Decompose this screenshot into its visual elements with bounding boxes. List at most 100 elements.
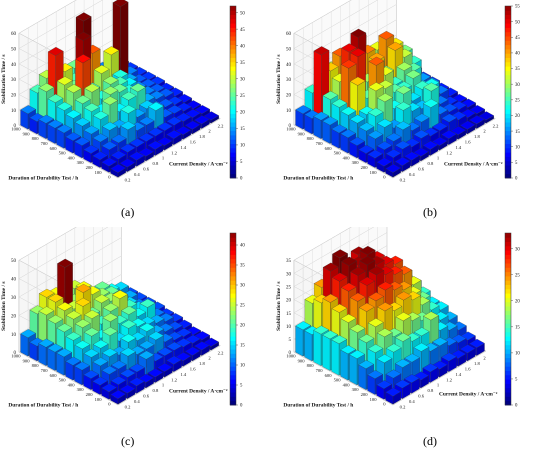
bar-top [359, 276, 375, 286]
bar-top [184, 346, 201, 356]
colorbar-segment [505, 10, 511, 15]
x-tick-label: 1 [162, 156, 165, 161]
colorbar-segment [505, 293, 511, 298]
colorbar-segment [505, 6, 511, 11]
bar-face-left [331, 339, 340, 376]
bar-top [394, 156, 411, 166]
bar-top [94, 281, 111, 291]
bar-top [349, 324, 366, 333]
bar-top [395, 332, 411, 342]
colorbar-segment [505, 126, 511, 132]
y-tick-label: 700 [41, 368, 49, 373]
colorbar-segment [230, 130, 236, 136]
colorbar-segment [505, 276, 511, 281]
bar-top [359, 256, 376, 266]
bar-top [83, 370, 100, 379]
bar-top [92, 357, 109, 367]
colorbar-segment [230, 323, 236, 328]
colorbar-segment [505, 344, 511, 350]
colorbar-tick-label: 50 [515, 20, 520, 25]
bar-top [331, 98, 348, 108]
colorbar-segment [230, 396, 236, 402]
bar-top [93, 294, 110, 304]
bar-top [358, 144, 375, 154]
colorbar-tick-label: 20 [240, 111, 245, 116]
bar-top [423, 311, 439, 321]
bar-top [395, 121, 411, 131]
bar-top [322, 293, 339, 303]
y-tick-label: 700 [41, 141, 49, 146]
colorbar-segment [505, 370, 511, 376]
x-tick-label: 2.2 [218, 350, 224, 355]
y-tick-label: 200 [86, 392, 94, 397]
bar-top [83, 144, 100, 154]
bar-top [459, 120, 476, 130]
colorbar-tick-label: 15 [240, 344, 245, 349]
bar-top [432, 337, 448, 347]
z-tick-label: 0 [289, 351, 292, 356]
colorbar-segment [230, 379, 236, 384]
bar-top [120, 333, 137, 343]
bars [20, 258, 220, 405]
bar-top [83, 102, 100, 112]
colorbar-segment [505, 374, 511, 380]
colorbar-segment [505, 36, 511, 41]
bar-top [340, 345, 357, 355]
colorbar-segment [505, 40, 511, 46]
y-tick-label: 700 [316, 141, 324, 146]
bar-top [56, 76, 73, 86]
colorbar-tick-label: 35 [515, 67, 520, 72]
bar-3d [92, 376, 109, 395]
colorbar: 0 5 10 15 20 25 30 35 40 [229, 232, 245, 409]
colorbar-segment [230, 6, 236, 11]
bar-top [368, 56, 385, 66]
z-tick-label: 20 [286, 299, 292, 304]
colorbar-segment [230, 340, 236, 346]
colorbar-tick-label: 30 [240, 77, 245, 82]
y-tick-label: 900 [298, 358, 306, 363]
bar-top [74, 95, 91, 105]
colorbar-tick-label: 20 [515, 114, 520, 119]
bar-top [404, 353, 420, 363]
colorbar-segment [505, 87, 511, 93]
bar-top [47, 314, 64, 324]
colorbar-segment [230, 241, 236, 247]
bars [295, 245, 485, 405]
plot-area [18, 0, 221, 179]
bar-top [138, 340, 155, 350]
bar-top [129, 138, 145, 148]
bar-top [65, 310, 82, 320]
x-tick-label: 1.8 [199, 361, 205, 366]
colorbar-segment [230, 353, 236, 359]
bar-top [138, 132, 155, 142]
bar-top [128, 377, 145, 387]
colorbar-tick-label: 40 [240, 44, 245, 49]
colorbar-segment [505, 27, 511, 33]
colorbar-segment [505, 327, 511, 333]
colorbar-tick-label: 0 [515, 404, 518, 409]
colorbar: 0 5 10 15 20 25 30 [504, 232, 520, 409]
colorbar-frame [504, 5, 512, 179]
z-tick-label: 50 [286, 48, 292, 53]
chart-panel-c: 0 10 20 30 40 50 Stabilization Time / s 0 100 200… [0, 227, 275, 453]
y-tick-label: 300 [352, 387, 360, 392]
y-tick-label: 900 [23, 131, 31, 136]
x-tick-label: 2.2 [218, 123, 224, 128]
colorbar-segment [505, 49, 511, 54]
x-tick-label: 0.6 [418, 167, 424, 172]
bar-top [101, 141, 118, 151]
chart-panel-a: 0 10 20 30 40 50 60 Stabilization Time / s 0 100 2… [0, 0, 275, 226]
bar-top [139, 322, 155, 332]
bar-top [120, 347, 136, 357]
colorbar-segment [505, 250, 511, 255]
z-tick-label: 30 [11, 78, 17, 83]
z-tick-label: 30 [11, 296, 17, 301]
caption-c: (c) [121, 434, 135, 448]
colorbar-tick-label: 15 [515, 130, 520, 135]
z-tick-label: 10 [286, 325, 292, 330]
bar-top [394, 140, 411, 150]
x-tick-label: 0.6 [418, 394, 424, 399]
bar-top [377, 302, 393, 312]
bar-face-left [322, 334, 331, 371]
